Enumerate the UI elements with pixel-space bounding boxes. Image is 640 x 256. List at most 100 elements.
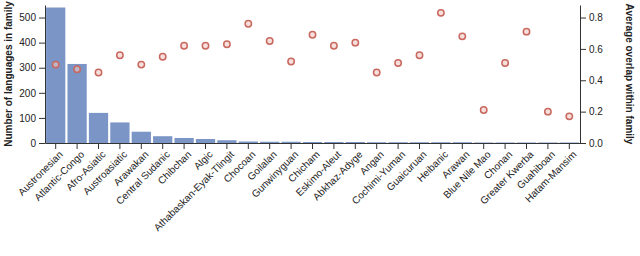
tick: 0.4 [580,75,603,86]
tick-mark [580,80,586,81]
bar [153,136,172,143]
tick-mark [77,143,78,149]
bar [410,142,429,143]
tick: 100 [19,113,45,124]
tick-mark [569,143,570,149]
bar [474,142,493,143]
tick-mark [440,143,441,149]
bar [560,142,579,143]
tick: 300 [19,62,45,73]
tick-mark [312,143,313,149]
tick: 0.8 [580,12,603,23]
tick-mark [483,143,484,149]
tick-mark [248,143,249,149]
tick-label: 0.8 [589,12,603,23]
point [181,43,187,49]
point [202,43,208,49]
tick-mark [184,143,185,149]
point [53,61,59,67]
point [138,61,144,67]
tick: 0 [30,138,45,149]
points [53,10,573,120]
point [438,10,444,16]
point [502,60,508,66]
tick-mark [98,143,99,149]
tick: 0.6 [580,44,603,55]
point [331,43,337,49]
tick-mark [39,18,45,19]
point [545,108,551,114]
tick-mark [162,143,163,149]
point [288,58,294,64]
bar [495,142,514,143]
plot: AustronesianAtlantic-CongoAfro-AsiaticAu… [16,6,604,234]
tick: 500 [19,12,45,23]
bar [260,142,279,143]
tick-label: 0.2 [589,106,603,117]
point [481,107,487,113]
bar [281,142,300,143]
y-axis-title: Number of languages in family [3,1,14,147]
tick: Hatam-Mansim [523,143,579,204]
tick-label: 200 [19,88,36,99]
point [566,113,572,119]
point [224,41,230,47]
tick-label: 500 [19,12,36,23]
point [267,38,273,44]
tick: Athabaskan-Eyak-Tlingit [152,143,237,233]
y-axis: 0 100 200 300 400 500 [19,6,45,149]
axis-line [580,6,581,144]
marks [46,8,579,143]
point [374,69,380,75]
tick-mark [419,143,420,149]
tick-mark [39,118,45,119]
tick: 400 [19,37,45,48]
y2-axis-title: Average overlap within family [624,4,635,145]
point [523,28,529,34]
bar [217,140,236,143]
tick-mark [205,143,206,149]
point [95,69,101,75]
tick: 0.2 [580,106,603,117]
point [416,52,422,58]
tick-mark [355,143,356,149]
tick-label: 0.6 [589,44,603,55]
point [309,32,315,38]
tick-mark [462,143,463,149]
tick-mark [547,143,548,149]
bar [239,141,258,143]
tick-mark [55,143,56,149]
bar [89,113,108,143]
bar [67,64,86,143]
point [245,21,251,27]
tick-mark [398,143,399,149]
bar [346,142,365,143]
bar [303,142,322,143]
tick-mark [333,143,334,149]
bar [46,8,65,143]
tick-mark [141,143,142,149]
tick-mark [526,143,527,149]
bar [324,142,343,143]
tick-mark [226,143,227,149]
point [117,52,123,58]
tick-mark [39,93,45,94]
tick-mark [376,143,377,149]
tick-mark [39,68,45,69]
x-axis: AustronesianAtlantic-CongoAfro-AsiaticAu… [16,143,581,233]
bar [196,139,215,143]
tick-label: 100 [19,113,36,124]
bars [46,8,579,143]
tick-mark [39,43,45,44]
bar [174,138,193,143]
point [352,39,358,45]
y2-axis: 0.0 0.2 0.4 0.6 0.8 [580,6,603,149]
point [395,60,401,66]
tick-label: 0.0 [589,138,603,149]
bar [517,142,536,143]
tick-mark [580,18,586,19]
tick: Chibchan [156,143,194,186]
bar [538,142,557,143]
tick-mark [580,49,586,50]
tick-mark [291,143,292,149]
